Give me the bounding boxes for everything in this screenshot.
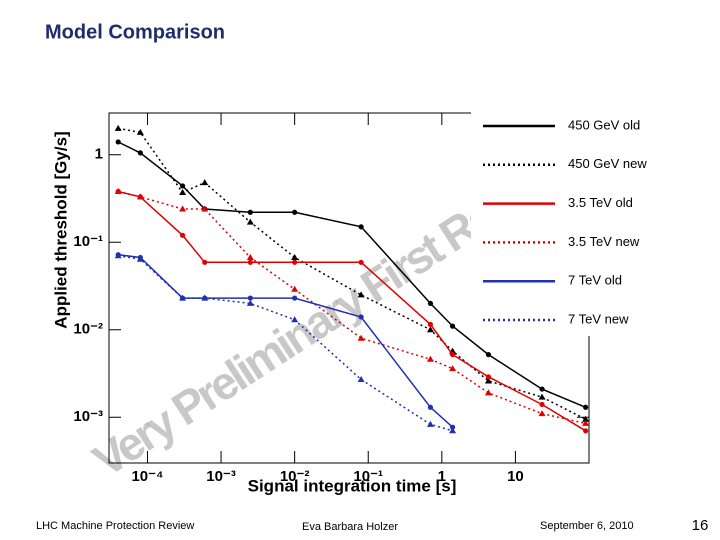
- data-point: [449, 427, 457, 434]
- data-point: [582, 415, 590, 422]
- data-point: [427, 300, 434, 307]
- series-line: [117, 141, 586, 408]
- series-line: [118, 190, 586, 425]
- data-point: [291, 285, 299, 292]
- footer-right: September 6, 2010: [540, 520, 634, 532]
- data-point: [426, 420, 434, 427]
- data-point: [583, 404, 589, 410]
- legend-label: 3.5 TeV old: [568, 195, 633, 210]
- data-point: [179, 205, 187, 212]
- data-point: [358, 314, 364, 320]
- series-line: [118, 255, 453, 432]
- x-tick-label: 10⁻¹: [353, 468, 383, 485]
- data-point: [179, 232, 186, 238]
- data-point: [202, 259, 208, 265]
- data-point: [247, 295, 253, 301]
- data-point: [179, 294, 187, 301]
- data-point: [114, 124, 122, 131]
- series-line: [118, 190, 586, 432]
- data-point: [539, 386, 545, 392]
- data-point: [539, 401, 545, 408]
- legend-label: 3.5 TeV new: [568, 234, 640, 249]
- legend-box: [471, 108, 590, 336]
- y-tick-label: 10⁻¹: [73, 233, 103, 250]
- x-tick-label: 10⁻²: [280, 468, 310, 485]
- data-point: [485, 351, 492, 358]
- y-tick-label: 1: [95, 146, 103, 163]
- data-point: [484, 377, 492, 384]
- footer-left: LHC Machine Protection Review: [36, 520, 194, 532]
- data-point: [357, 376, 365, 383]
- data-point: [292, 259, 298, 265]
- legend-label: 450 GeV old: [568, 117, 640, 132]
- x-tick-label: 10: [507, 468, 524, 485]
- legend-label: 7 TeV old: [568, 273, 622, 288]
- x-axis-label: Signal integration time [s]: [248, 476, 457, 495]
- data-point: [291, 253, 299, 260]
- data-point: [136, 255, 144, 262]
- data-point: [201, 205, 209, 212]
- y-tick-label: 10⁻²: [73, 321, 103, 338]
- data-point: [449, 424, 456, 430]
- data-point: [179, 183, 186, 189]
- data-point: [357, 291, 365, 298]
- data-point: [201, 294, 209, 301]
- x-tick-label: 10⁻³: [206, 468, 236, 485]
- page-number: 16: [692, 517, 709, 534]
- data-point: [358, 224, 364, 230]
- data-point: [427, 321, 434, 328]
- data-point: [426, 326, 434, 333]
- data-point: [114, 188, 122, 195]
- data-point: [427, 404, 434, 410]
- x-tick-label: 1: [438, 468, 446, 485]
- data-point: [538, 393, 546, 400]
- data-point: [246, 299, 254, 306]
- data-point: [292, 209, 298, 215]
- data-point: [582, 419, 590, 426]
- data-point: [484, 389, 492, 396]
- data-point: [583, 428, 589, 434]
- series-line: [118, 127, 586, 420]
- data-point: [201, 179, 209, 186]
- data-point: [247, 259, 253, 265]
- data-point: [136, 128, 144, 135]
- data-point: [357, 334, 365, 341]
- data-point: [291, 316, 299, 323]
- data-point: [247, 209, 253, 215]
- legend-label: 7 TeV new: [568, 311, 629, 326]
- data-point: [246, 218, 254, 225]
- data-point: [449, 351, 456, 358]
- data-point: [115, 139, 121, 145]
- y-tick-label: 10⁻³: [73, 408, 103, 425]
- data-point: [449, 323, 456, 329]
- data-point: [179, 189, 187, 196]
- data-point: [136, 193, 144, 200]
- footer-center: Eva Barbara Holzer: [302, 521, 398, 533]
- legend-label: 450 GeV new: [568, 156, 647, 171]
- data-point: [449, 365, 457, 372]
- y-axis-label: Applied threshold [Gy/s]: [51, 131, 70, 328]
- data-point: [426, 355, 434, 362]
- data-point: [246, 253, 254, 260]
- data-point: [358, 259, 364, 265]
- data-point: [292, 295, 298, 301]
- x-tick-label: 10⁻⁴: [131, 468, 163, 485]
- data-point: [114, 252, 122, 259]
- slide-title: Model Comparison: [45, 21, 225, 43]
- data-point: [485, 374, 492, 380]
- data-point: [538, 410, 546, 417]
- data-point: [137, 150, 143, 156]
